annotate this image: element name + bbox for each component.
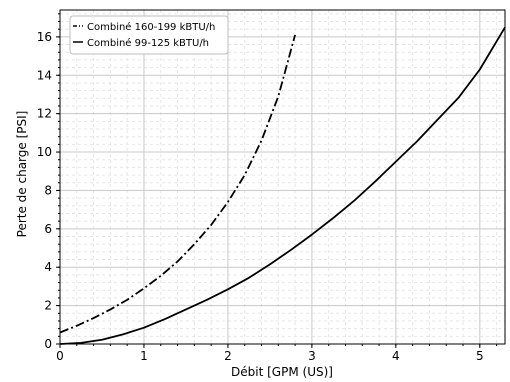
y-tick-label: 14 [37,68,52,82]
x-tick-label: 2 [224,349,232,363]
plot-frame [59,9,506,345]
y-axis-ticks: 0 2 4 6 8 10 12 14 16 [37,13,60,351]
y-tick-label: 4 [44,260,52,274]
x-tick-label: 0 [56,349,64,363]
x-axis-label: Débit [GPM (US)] [231,365,333,379]
y-tick-label: 16 [37,30,52,44]
series-line-2 [59,26,506,345]
y-tick-label: 0 [44,337,52,351]
series-line-1 [59,34,296,334]
x-tick-label: 4 [392,349,400,363]
x-tick-label: 1 [140,349,148,363]
x-axis-ticks: 0 1 2 3 4 5 [56,344,498,363]
legend-entry-1: Combiné 160-199 kBTU/h [87,21,215,33]
y-axis-label: Perte de charge [PSI] [15,111,29,238]
legend-box [69,15,229,55]
legend: Combiné 160-199 kBTU/h Combiné 99-125 kB… [69,15,229,55]
legend-entry-2: Combiné 99-125 kBTU/h [87,37,209,49]
series-layer [59,26,506,345]
y-tick-label: 12 [37,107,52,121]
y-tick-label: 6 [44,222,52,236]
x-tick-label: 3 [308,349,316,363]
y-tick-label: 2 [44,299,52,313]
x-tick-label: 5 [476,349,484,363]
minor-grid [60,10,505,344]
y-tick-label: 10 [37,145,52,159]
y-tick-label: 8 [44,183,52,197]
